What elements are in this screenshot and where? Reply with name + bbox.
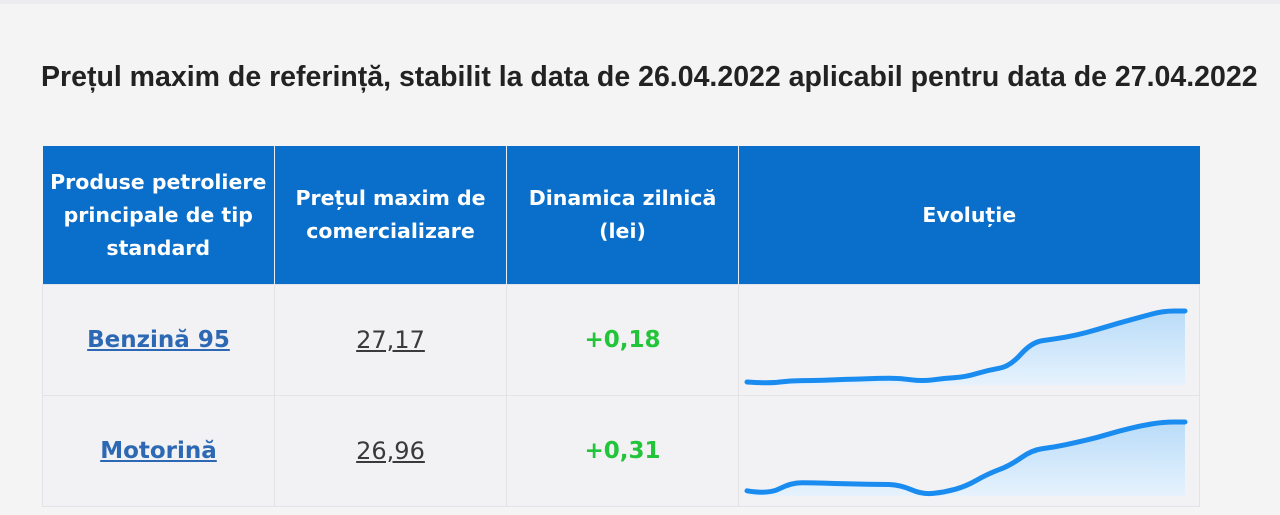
daily-change-value: +0,31 — [584, 438, 661, 464]
product-cell: Benzină 95 — [42, 284, 275, 396]
table-row: Motorină 26,96 +0,31 — [42, 395, 1200, 507]
sparkline-benzina-95 — [744, 308, 1188, 386]
header-daily-change: Dinamica zilnică (lei) — [506, 146, 739, 285]
table-header-row: Produse petroliere principale de tip sta… — [42, 146, 1200, 285]
delta-cell: +0,18 — [506, 284, 739, 396]
sparkline-motorina — [744, 419, 1188, 497]
sparkline-line — [744, 308, 1188, 386]
delta-cell: +0,31 — [506, 395, 739, 507]
price-value[interactable]: 26,96 — [356, 437, 425, 465]
price-cell: 26,96 — [274, 395, 507, 507]
top-bar — [0, 0, 1280, 4]
header-product: Produse petroliere principale de tip sta… — [42, 146, 275, 285]
evolution-cell — [738, 395, 1200, 507]
sparkline-area — [747, 422, 1185, 496]
price-value[interactable]: 27,17 — [356, 326, 425, 354]
page-title: Prețul maxim de referință, stabilit la d… — [41, 61, 1258, 93]
header-evolution: Evoluție — [738, 146, 1200, 285]
product-cell: Motorină — [42, 395, 275, 507]
daily-change-value: +0,18 — [584, 327, 661, 353]
sparkline-line — [744, 419, 1188, 497]
sparkline-area — [747, 311, 1185, 385]
product-link-motorina[interactable]: Motorină — [100, 438, 217, 464]
table-row: Benzină 95 27,17 +0,18 — [42, 284, 1200, 396]
product-link-benzina-95[interactable]: Benzină 95 — [87, 327, 230, 353]
price-table: Produse petroliere principale de tip sta… — [42, 146, 1200, 507]
header-max-price: Prețul maxim de comercializare — [274, 146, 507, 285]
price-cell: 27,17 — [274, 284, 507, 396]
evolution-cell — [738, 284, 1200, 396]
